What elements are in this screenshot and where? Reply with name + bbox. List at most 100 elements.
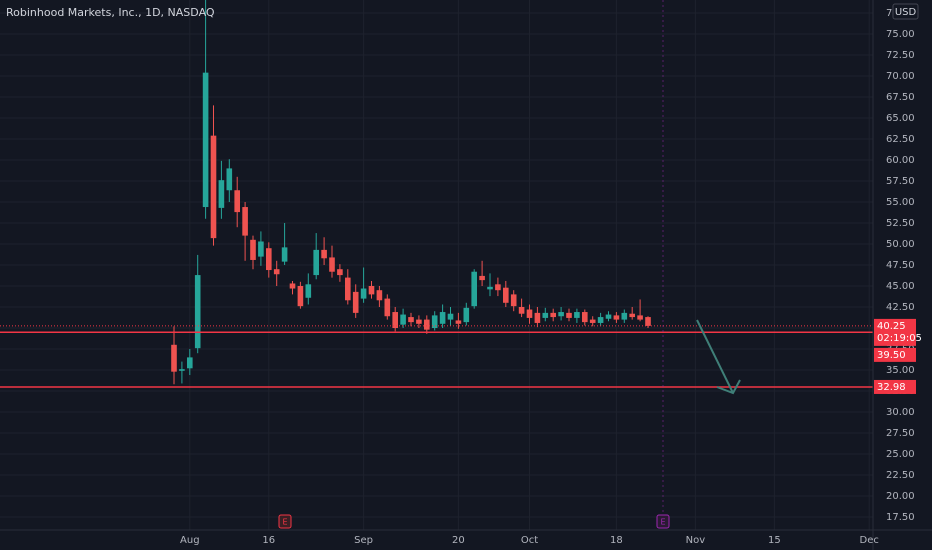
level-label: 32.98 [877,382,906,393]
currency-badge[interactable] [892,3,919,20]
candle-body [558,312,564,317]
x-tick-label: Nov [686,535,706,546]
y-tick-label: 30.00 [886,407,915,418]
candle-body [171,344,177,372]
x-tick-label: 16 [262,535,275,546]
y-tick-label: 67.50 [886,92,915,103]
candle-body [510,294,517,307]
candle-body [605,314,612,319]
candle-body [471,271,477,307]
candle-body [431,315,438,328]
trend-arrow [696,319,734,394]
candle-body [321,249,327,259]
candle-body [542,312,549,318]
candle-body [258,241,264,257]
y-tick-label: 72.50 [886,50,915,61]
candle-body [447,313,454,320]
y-tick-label: 27.50 [886,428,915,439]
x-tick-label: 15 [768,535,781,546]
candle-body [589,319,596,323]
y-tick-label: 35.00 [886,365,915,376]
candle-body [597,317,604,323]
candle-body [179,369,185,371]
candle-body [582,312,588,323]
candle-body [400,314,406,325]
y-tick-label: 70.00 [886,71,915,82]
candle-body [487,286,493,290]
axes: 17.5020.0022.5025.0027.5030.0032.5035.00… [180,8,922,546]
currency: USD [895,7,917,18]
y-tick-label: 47.50 [886,260,915,271]
candle-body [637,315,643,320]
x-tick-label: Oct [521,535,538,546]
x-tick-label: 20 [452,535,465,546]
candle-body [210,135,217,239]
event-marker [656,514,670,529]
candle-body [376,290,383,301]
y-tick-label: 60.00 [886,155,915,166]
candle-body [518,306,525,314]
y-tick-label: 50.00 [886,239,915,250]
candle-body [424,319,430,330]
y-tick-label: 45.00 [886,281,915,292]
candle-body [242,207,248,236]
candle-body [194,275,201,349]
candle-body [337,269,343,276]
candle-body [645,317,651,326]
candle-body [218,180,225,208]
candle-body [629,313,635,318]
candle-body [503,287,509,303]
candle-body [289,283,296,289]
candle-body [313,249,319,276]
last-price-box [874,318,916,346]
candle-body [273,269,280,275]
candle-body [266,248,272,271]
candle-body [202,72,209,208]
candle-body [613,315,620,320]
candle-body [329,257,335,272]
trend-arrow-head [716,379,741,395]
y-tick-label: 75.00 [886,29,915,40]
candle-body [455,320,462,324]
last-price-label: 40.25 [877,321,906,332]
candle-body [495,284,501,291]
grid [0,0,873,530]
candle-body [368,285,375,295]
x-tick-label: Aug [180,535,200,546]
candle-body [574,312,580,318]
x-tick-label: Dec [860,535,879,546]
candle-body [384,298,391,317]
candle-body [360,288,367,299]
candle-body [250,239,256,260]
y-tick-label: 25.00 [886,449,915,460]
y-tick-label: 42.50 [886,302,915,313]
candle-body [345,277,351,301]
candle-body [526,309,533,318]
candle-body [621,312,628,320]
candle-body [566,312,572,318]
y-tick-label: 65.00 [886,113,915,124]
event-label: E [660,518,665,527]
candle-body [281,247,288,262]
x-tick-label: Sep [354,535,373,546]
candle-body [392,312,398,328]
candle-body [297,285,304,307]
y-tick-label: 52.50 [886,218,915,229]
candle-body [226,168,233,191]
candle-body [408,317,414,323]
candle-body [463,307,470,323]
y-tick-label: 55.00 [886,197,915,208]
candle-body [305,284,312,298]
level-label-box [874,379,916,394]
y-tick-label: 62.50 [886,134,915,145]
countdown: 02:19:05 [877,333,922,344]
y-tick-label: 57.50 [886,176,915,187]
candle-body [352,291,359,313]
chart-title: Robinhood Markets, Inc., 1D, NASDAQ [6,6,215,19]
candle-body [550,312,556,318]
candle-body [187,357,193,369]
level-label: 39.50 [877,350,906,361]
